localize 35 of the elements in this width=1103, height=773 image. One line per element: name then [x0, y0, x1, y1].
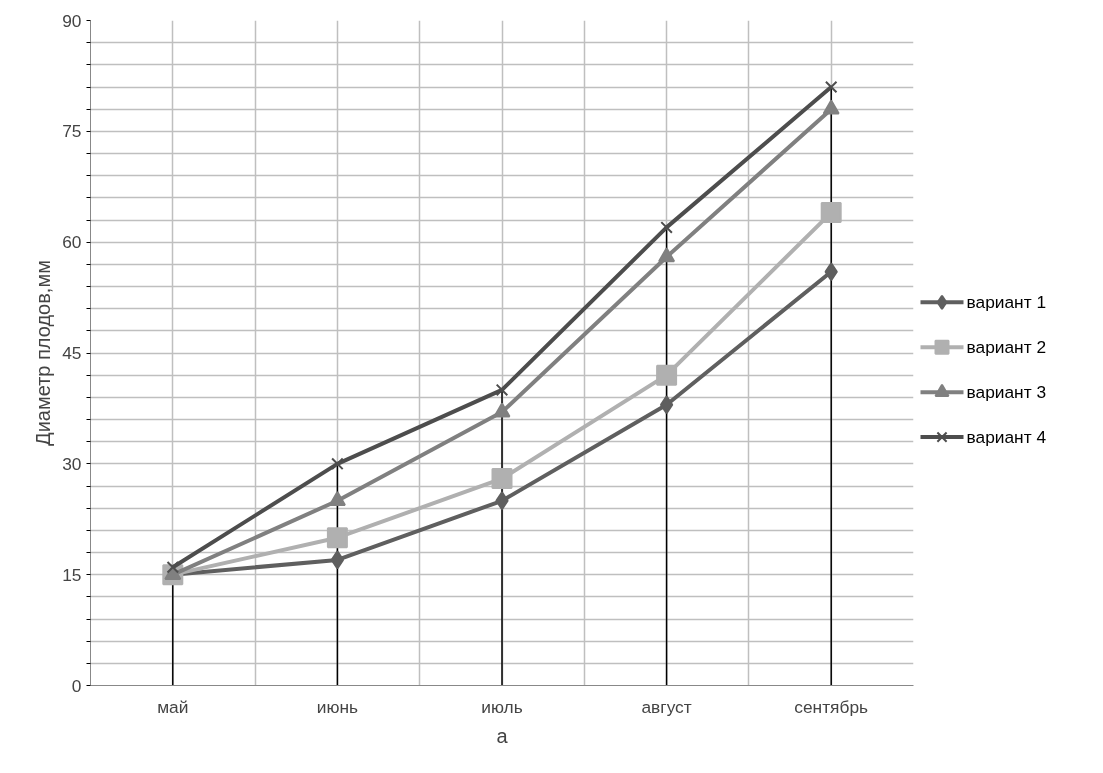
point: [495, 491, 509, 511]
point: [330, 550, 345, 570]
point: [658, 247, 676, 263]
legend-label: вариант 4: [966, 427, 1047, 448]
point: [491, 468, 513, 490]
point: [328, 491, 346, 507]
y-tick-label: 45: [62, 343, 82, 363]
y-axis-title: Диаметр плодов,мм: [32, 260, 55, 446]
point: [822, 99, 840, 115]
y-tick-label: 60: [62, 232, 82, 253]
x-tick-label: сентябрь: [794, 696, 869, 717]
point: [820, 202, 842, 224]
point: [659, 395, 674, 415]
point: [824, 80, 838, 94]
point: [656, 364, 678, 386]
y-tick-label: 30: [62, 453, 82, 474]
y-tick-label: 75: [62, 121, 82, 142]
point: [493, 402, 511, 418]
y-tick-label: 15: [62, 564, 82, 585]
point: [495, 383, 509, 397]
point: [660, 221, 673, 234]
point: [326, 527, 348, 549]
point: [331, 457, 344, 471]
legend-label: вариант 2: [966, 337, 1047, 358]
legend-label: вариант 1: [966, 292, 1047, 313]
point: [824, 262, 838, 282]
legend-label: вариант 3: [966, 382, 1047, 403]
y-tick-label: 0: [71, 675, 82, 696]
x-tick-label: май: [157, 696, 189, 717]
x-tick-label: август: [641, 696, 692, 717]
point: [166, 560, 180, 574]
x-tick-label: июнь: [316, 696, 359, 717]
x-tick-label: июль: [481, 696, 523, 717]
y-tick-label: 90: [62, 10, 82, 31]
x-axis-title: а: [496, 724, 509, 747]
